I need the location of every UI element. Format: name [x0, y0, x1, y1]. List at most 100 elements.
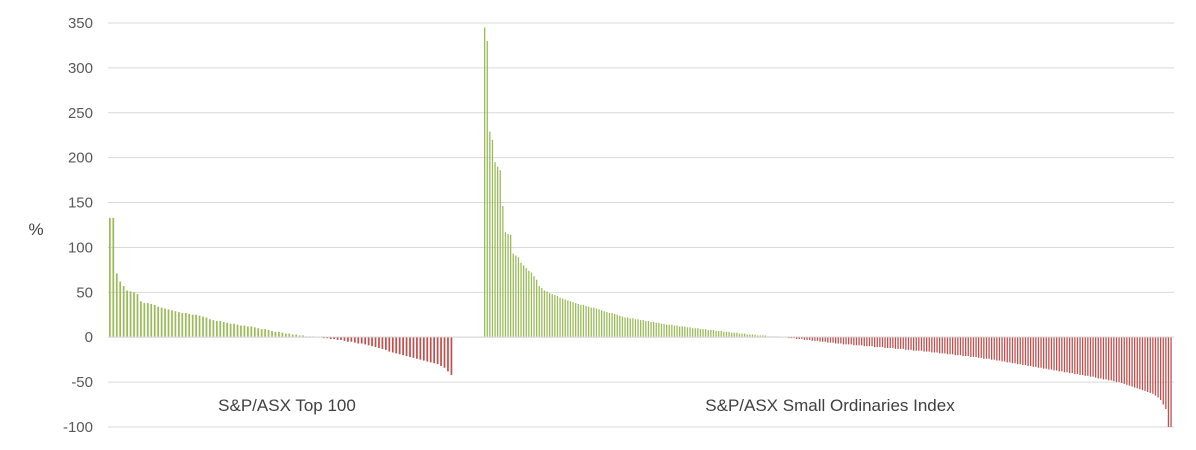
bar — [1121, 337, 1123, 384]
bar — [422, 337, 425, 361]
bar — [284, 333, 287, 338]
bar — [660, 323, 663, 338]
bar — [1019, 337, 1021, 365]
bar — [863, 337, 865, 347]
bar — [738, 333, 741, 338]
bar — [650, 321, 652, 338]
bar — [892, 337, 894, 348]
bar — [814, 337, 816, 341]
bar — [806, 337, 808, 340]
bar — [1165, 337, 1167, 410]
bar — [260, 329, 263, 338]
bar — [1079, 337, 1081, 375]
bar — [538, 286, 540, 338]
bar — [491, 139, 494, 338]
bar — [1024, 337, 1027, 366]
bar — [855, 337, 858, 346]
bar — [426, 337, 429, 362]
bar — [1037, 337, 1040, 368]
bar — [419, 337, 422, 360]
bar — [850, 337, 852, 345]
gridlines — [108, 22, 1174, 428]
bar — [991, 337, 993, 360]
bar — [122, 286, 125, 338]
bar — [655, 322, 657, 338]
bar — [1092, 337, 1094, 377]
bar — [497, 166, 499, 338]
bar — [757, 335, 759, 338]
bar — [993, 337, 995, 360]
bar — [164, 308, 166, 338]
bar — [954, 337, 956, 356]
bar — [429, 337, 432, 363]
bar — [1074, 337, 1076, 375]
bar — [593, 307, 595, 338]
bar — [367, 337, 370, 346]
bar — [985, 337, 988, 359]
bar — [178, 312, 180, 338]
bar — [236, 324, 239, 338]
bar — [205, 317, 208, 338]
bar — [322, 337, 325, 339]
bar — [126, 290, 128, 338]
bar — [1071, 337, 1073, 374]
bar — [627, 317, 629, 338]
y-axis-tick-labels: 350 300 250 200 150 100 50 0 -50 -100 — [63, 15, 93, 436]
bar — [385, 337, 387, 350]
bar — [926, 337, 928, 352]
bar — [572, 302, 574, 338]
bar — [1032, 337, 1034, 367]
bar — [668, 324, 670, 338]
bar — [788, 337, 790, 339]
bar — [1115, 337, 1118, 383]
bar — [588, 306, 590, 338]
bar — [845, 337, 847, 345]
bar — [819, 337, 821, 342]
bar — [676, 325, 678, 338]
bar — [879, 337, 881, 348]
bar — [569, 301, 572, 338]
bar — [247, 326, 249, 338]
bar — [1123, 337, 1125, 384]
bar — [212, 320, 215, 338]
bar — [395, 337, 398, 354]
bar — [288, 333, 291, 338]
bar — [336, 337, 339, 340]
bar — [933, 337, 936, 353]
bar — [900, 337, 902, 349]
bar — [710, 330, 712, 338]
bar — [167, 309, 170, 338]
bar — [754, 334, 756, 338]
bar — [1160, 337, 1162, 401]
bar — [443, 337, 446, 368]
bar — [848, 337, 850, 345]
bar — [326, 337, 329, 339]
bar — [1009, 337, 1011, 363]
bar — [350, 337, 353, 342]
bar — [697, 328, 699, 338]
bar — [962, 337, 964, 357]
bar — [1149, 337, 1151, 393]
bar — [405, 337, 408, 357]
bar — [115, 273, 118, 338]
bar — [1167, 337, 1170, 427]
bar — [842, 337, 845, 345]
bar — [944, 337, 946, 354]
bar — [347, 337, 349, 342]
bar — [1004, 337, 1006, 362]
bar — [694, 328, 696, 338]
bar — [1110, 337, 1112, 381]
bar — [590, 307, 592, 338]
bar — [1061, 337, 1063, 372]
bar — [541, 287, 543, 338]
bar — [499, 170, 501, 338]
bar — [1050, 337, 1053, 370]
bar — [371, 337, 373, 347]
bar — [577, 304, 579, 338]
bar — [391, 337, 394, 353]
bar — [902, 337, 904, 349]
bar — [486, 40, 488, 338]
bar — [229, 323, 232, 338]
bar — [447, 337, 449, 372]
bar — [374, 337, 377, 348]
